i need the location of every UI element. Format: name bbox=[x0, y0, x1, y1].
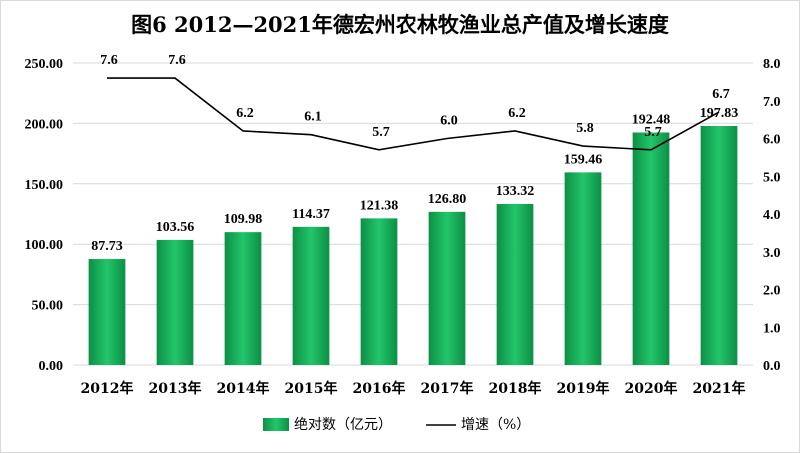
line-value-label: 6.0 bbox=[440, 114, 458, 129]
line-value-label: 5.8 bbox=[576, 121, 594, 136]
bar-value-label: 103.56 bbox=[156, 220, 195, 235]
x-tick-label: 2012年 bbox=[81, 380, 134, 397]
bar-value-label: 87.73 bbox=[91, 239, 123, 254]
bar-value-label: 114.37 bbox=[292, 207, 330, 222]
line-value-label: 5.7 bbox=[372, 125, 390, 140]
bar-series bbox=[88, 126, 738, 365]
bar-value-label: 192.48 bbox=[632, 112, 671, 127]
legend: 绝对数（亿元） 增速（%） bbox=[263, 417, 530, 433]
y-right-tick-label: 8.0 bbox=[763, 57, 781, 72]
y-right-tick-label: 4.0 bbox=[763, 208, 781, 223]
chart-title: 图6 2012—2021年德宏州农林牧渔业总产值及增长速度 bbox=[131, 12, 669, 37]
bar-value-label: 121.38 bbox=[360, 198, 399, 213]
bar bbox=[632, 132, 670, 365]
bar-value-label: 197.83 bbox=[700, 106, 739, 121]
y-left-tick-label: 150.00 bbox=[25, 178, 64, 193]
line-value-label: 6.7 bbox=[712, 87, 730, 102]
legend-line-label: 增速（%） bbox=[461, 417, 530, 433]
y-right-tick-label: 2.0 bbox=[763, 284, 781, 299]
x-tick-label: 2019年 bbox=[557, 380, 610, 397]
line-series bbox=[107, 77, 720, 151]
bar bbox=[700, 126, 738, 365]
line-value-label: 6.2 bbox=[508, 106, 526, 121]
y-left-tick-label: 50.00 bbox=[32, 299, 64, 314]
x-tick-label: 2013年 bbox=[149, 380, 202, 397]
bar-value-label: 133.32 bbox=[496, 184, 535, 199]
bar-value-label: 126.80 bbox=[428, 192, 467, 207]
x-tick-label: 2018年 bbox=[489, 380, 542, 397]
bar-value-label: 109.98 bbox=[224, 212, 263, 227]
line-value-label: 7.6 bbox=[168, 53, 186, 68]
legend-bar-swatch bbox=[263, 418, 289, 431]
line-value-label: 7.6 bbox=[100, 53, 118, 68]
x-tick-label: 2020年 bbox=[625, 380, 678, 397]
legend-bar-label: 绝对数（亿元） bbox=[294, 417, 392, 433]
x-tick-label: 2014年 bbox=[217, 380, 270, 397]
line-value-label: 6.2 bbox=[236, 106, 254, 121]
y-left-tick-label: 200.00 bbox=[25, 117, 64, 132]
line-value-label: 5.7 bbox=[644, 125, 662, 140]
x-tick-label: 2017年 bbox=[421, 380, 474, 397]
y-right-tick-label: 3.0 bbox=[763, 246, 781, 261]
bar bbox=[224, 232, 262, 365]
bar bbox=[564, 172, 602, 365]
bar bbox=[360, 218, 398, 365]
data-labels: 87.73 103.56 109.98 114.37 121.38 126.80 133.3… bbox=[91, 53, 738, 254]
y-left-tick-label: 0.00 bbox=[39, 359, 64, 374]
y-right-tick-label: 1.0 bbox=[763, 321, 781, 336]
growth-line bbox=[107, 77, 720, 151]
y-right-tick-label: 7.0 bbox=[763, 95, 781, 110]
x-tick-label: 2016年 bbox=[353, 380, 406, 397]
x-tick-label: 2015年 bbox=[285, 380, 338, 397]
y-right-tick-label: 0.0 bbox=[763, 359, 781, 374]
y-right-tick-label: 5.0 bbox=[763, 170, 781, 185]
y-left-tick-label: 100.00 bbox=[25, 238, 64, 253]
y-left-tick-label: 250.00 bbox=[25, 57, 64, 72]
bar bbox=[88, 259, 126, 365]
bar bbox=[156, 239, 194, 365]
axes: 0.00 50.00 100.00 150.00 200.00 250.00 0.0 1.0 2… bbox=[25, 57, 781, 397]
line-value-label: 6.1 bbox=[304, 110, 322, 125]
bar-value-label: 159.46 bbox=[564, 152, 603, 167]
bar bbox=[496, 203, 534, 365]
x-tick-label: 2021年 bbox=[693, 380, 746, 397]
bar bbox=[428, 211, 466, 365]
y-right-tick-label: 6.0 bbox=[763, 133, 781, 148]
bar bbox=[292, 226, 330, 365]
